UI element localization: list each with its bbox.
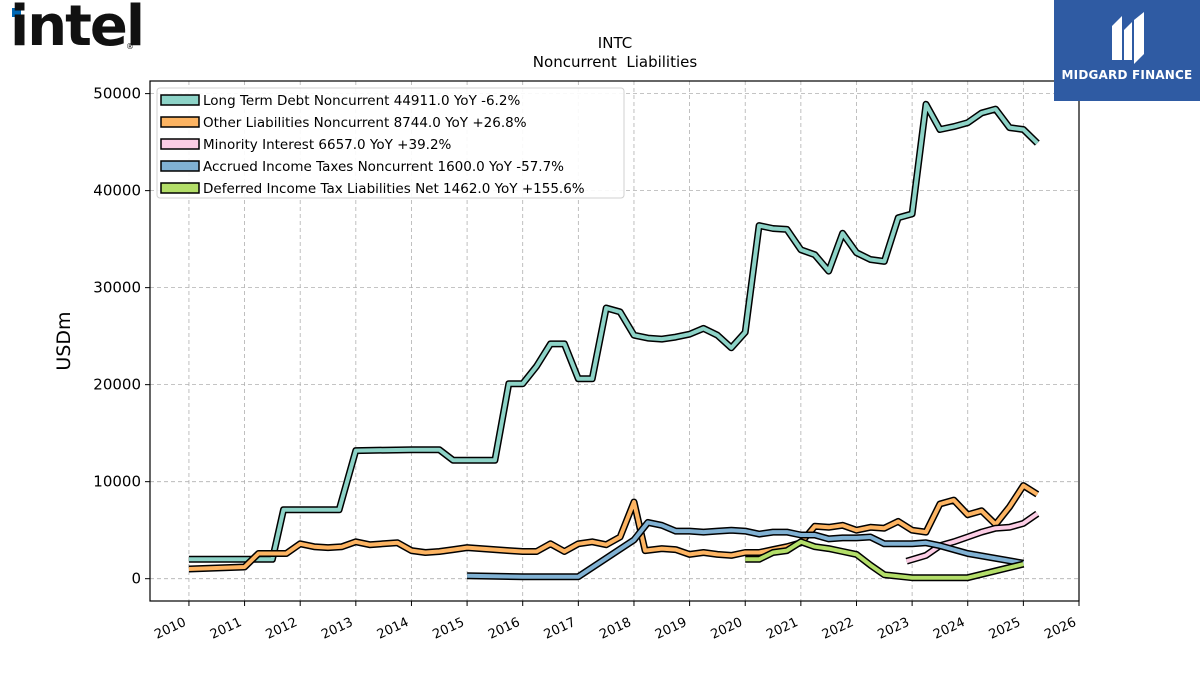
y-tick-label: 20000 (93, 376, 141, 394)
series-line-2 (906, 512, 1039, 564)
x-tick-label: 2024 (931, 615, 967, 643)
x-axis-ticks: 2010 2011 2012 2013 2014 2015 2016 2017 2018 2019… (152, 601, 1080, 643)
intel-logo-dot (12, 8, 21, 17)
y-tick-label: 30000 (93, 279, 141, 297)
x-tick-label: 2010 (152, 615, 188, 643)
x-tick-label: 2019 (653, 615, 689, 643)
legend-label: Other Liabilities Noncurrent 8744.0 YoY … (203, 115, 527, 131)
series-line-4 (745, 539, 1024, 580)
x-tick-label: 2022 (820, 615, 856, 643)
legend-label: Deferred Income Tax Liabilities Net 1462… (203, 181, 585, 197)
x-tick-label: 2017 (542, 615, 578, 643)
x-tick-label: 2011 (208, 615, 244, 643)
legend-swatch (160, 160, 200, 172)
legend-swatch (160, 116, 200, 128)
x-tick-label: 2026 (1042, 615, 1078, 643)
intel-logo: intel ® (4, 0, 145, 60)
midgard-finance-logo: MIDGARD FINANCE (1054, 0, 1200, 101)
x-tick-label: 2020 (709, 615, 745, 643)
x-tick-label: 2015 (430, 615, 466, 643)
y-tick-label: 0 (131, 570, 141, 588)
legend-swatch (160, 138, 200, 150)
chart-subtitle: Noncurrent Liabilities (533, 53, 698, 71)
series-line-0 (188, 102, 1039, 562)
series-line-3 (467, 520, 1024, 579)
y-axis-ticks: 0 10000 20000 30000 40000 50000 (93, 85, 150, 588)
x-tick-label: 2012 (264, 615, 300, 643)
chart-title: INTC (598, 34, 632, 52)
plot-frame (149, 80, 1080, 602)
y-tick-label: 10000 (93, 473, 141, 491)
legend-box (156, 87, 625, 199)
legend: Long Term Debt Noncurrent 44911.0 YoY -6… (156, 87, 625, 199)
registered-mark: ® (126, 42, 134, 51)
x-tick-label: 2021 (764, 615, 800, 643)
x-tick-label: 2013 (319, 615, 355, 643)
x-tick-label: 2023 (875, 615, 911, 643)
x-tick-label: 2018 (597, 615, 633, 643)
y-tick-label: 40000 (93, 182, 141, 200)
legend-label: Accrued Income Taxes Noncurrent 1600.0 Y… (203, 159, 564, 175)
x-tick-label: 2016 (486, 615, 522, 643)
series-line-1 (188, 483, 1039, 571)
legend-label: Long Term Debt Noncurrent 44911.0 YoY -6… (203, 93, 520, 109)
intel-wordmark: intel (10, 0, 145, 59)
legend-label: Minority Interest 6657.0 YoY +39.2% (203, 137, 452, 153)
x-tick-label: 2025 (987, 615, 1023, 643)
legend-swatch (160, 94, 200, 106)
x-tick-label: 2014 (375, 615, 411, 643)
legend-swatch (160, 182, 200, 194)
midgard-emblem-icon (1112, 12, 1144, 64)
y-tick-label: 50000 (93, 85, 141, 103)
series-lines (188, 100, 1040, 582)
y-axis-label: USDm (53, 311, 75, 370)
brand-name: MIDGARD FINANCE (1061, 68, 1193, 82)
